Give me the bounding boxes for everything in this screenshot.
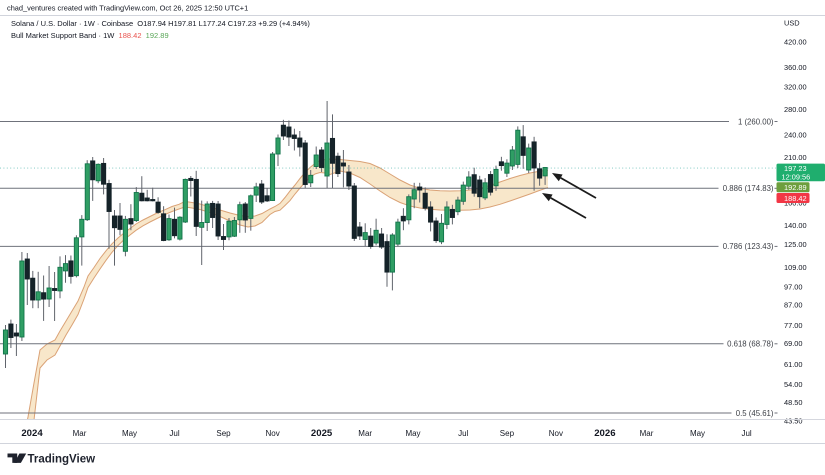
svg-text:240.00: 240.00 [784,131,807,140]
svg-text:2024: 2024 [21,428,43,439]
svg-text:Sep: Sep [216,429,231,438]
svg-text:197.23: 197.23 [784,164,807,173]
svg-text:Jul: Jul [169,429,179,438]
svg-text:2026: 2026 [594,428,615,439]
svg-text:77.00: 77.00 [784,321,803,330]
svg-text:0.5 (45.61): 0.5 (45.61) [736,409,774,418]
svg-text:192.89: 192.89 [784,183,807,192]
svg-text:280.00: 280.00 [784,105,807,114]
svg-text:Jul: Jul [458,429,468,438]
svg-text:54.00: 54.00 [784,380,803,389]
svg-text:140.00: 140.00 [784,221,807,230]
svg-text:360.00: 360.00 [784,63,807,72]
svg-text:Bull Market Support Band · 1W: Bull Market Support Band · 1W 188.42 192… [11,31,169,40]
svg-text:210.00: 210.00 [784,153,807,162]
svg-text:97.00: 97.00 [784,282,803,291]
svg-text:160.00: 160.00 [784,199,807,208]
svg-text:420.00: 420.00 [784,38,807,47]
svg-text:chad_ventures created with Tra: chad_ventures created with TradingView.c… [7,4,248,13]
svg-text:109.00: 109.00 [784,263,807,272]
svg-text:320.00: 320.00 [784,83,807,92]
svg-text:1 (260.00): 1 (260.00) [738,117,774,126]
svg-text:0.618 (68.78): 0.618 (68.78) [727,340,774,349]
svg-text:0.886 (174.83): 0.886 (174.83) [723,184,774,193]
svg-text:May: May [122,429,137,438]
svg-text:48.50: 48.50 [784,398,803,407]
svg-text:Solana / U.S. Dollar · 1W · Co: Solana / U.S. Dollar · 1W · Coinbase O18… [11,19,310,28]
svg-text:87.00: 87.00 [784,301,803,310]
svg-text:125.00: 125.00 [784,240,807,249]
svg-text:2025: 2025 [311,428,333,439]
svg-text:May: May [690,429,705,438]
svg-text:61.00: 61.00 [784,360,803,369]
svg-text:Sep: Sep [500,429,515,438]
svg-text:Mar: Mar [73,429,87,438]
svg-text:0.786 (123.43): 0.786 (123.43) [723,242,774,251]
svg-text:USD: USD [784,19,800,28]
svg-text:Nov: Nov [549,429,563,438]
svg-text:TradingView: TradingView [28,454,96,466]
svg-text:Nov: Nov [265,429,279,438]
svg-text:69.00: 69.00 [784,339,803,348]
svg-text:12:09:56: 12:09:56 [782,173,811,182]
svg-text:43.50: 43.50 [784,416,803,425]
svg-text:188.42: 188.42 [784,194,807,203]
svg-text:Jul: Jul [741,429,751,438]
svg-text:Mar: Mar [640,429,654,438]
svg-text:May: May [405,429,420,438]
svg-text:Mar: Mar [358,429,372,438]
